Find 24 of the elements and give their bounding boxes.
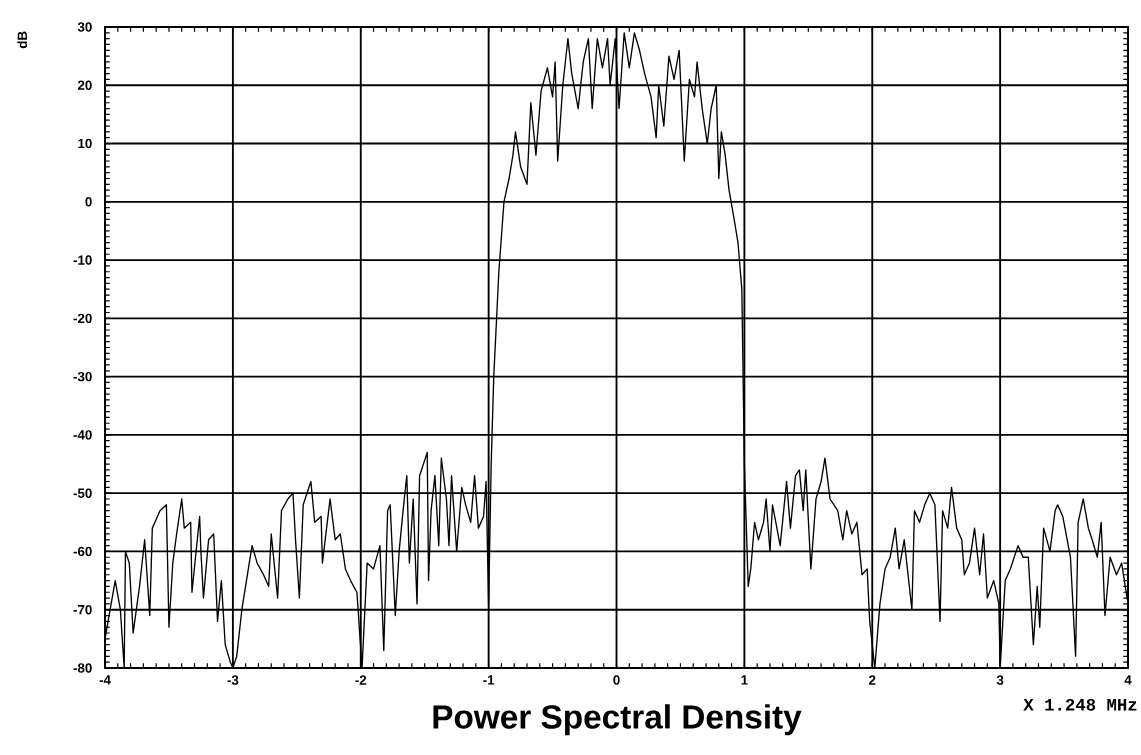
y-tick-label: 20 bbox=[77, 80, 92, 90]
x-tick-label: 3 bbox=[996, 675, 1004, 685]
x-tick-label: 1 bbox=[741, 675, 748, 685]
text: Power Spectral Density bbox=[433, 704, 802, 736]
y-tick-label: -10 bbox=[73, 255, 92, 265]
y-tick-label: -40 bbox=[73, 430, 92, 440]
x-tick-label: -4 bbox=[99, 675, 111, 685]
y-tick-label: -30 bbox=[73, 371, 92, 382]
x-tick-label: -1 bbox=[483, 675, 495, 685]
x-axis-title: X 1.248 MHz bbox=[1023, 698, 1137, 711]
y-tick-label: 0 bbox=[85, 197, 92, 207]
y-axis-title: dB bbox=[17, 31, 28, 49]
x-tick-label: -2 bbox=[355, 675, 367, 685]
y-tick-label: -70 bbox=[73, 605, 92, 615]
x-tick-label: 2 bbox=[869, 675, 876, 685]
x-tick-label: 4 bbox=[1124, 675, 1132, 685]
y-tick-label: -60 bbox=[73, 546, 92, 557]
y-tick-label: -20 bbox=[73, 313, 92, 324]
x-tick-label: -3 bbox=[227, 675, 239, 685]
x-tick-label: 0 bbox=[613, 675, 620, 685]
y-tick-label: 10 bbox=[78, 138, 92, 149]
y-tick-label: 30 bbox=[77, 22, 92, 32]
y-tick-label: -80 bbox=[73, 663, 92, 673]
y-tick-label: -50 bbox=[73, 488, 92, 498]
